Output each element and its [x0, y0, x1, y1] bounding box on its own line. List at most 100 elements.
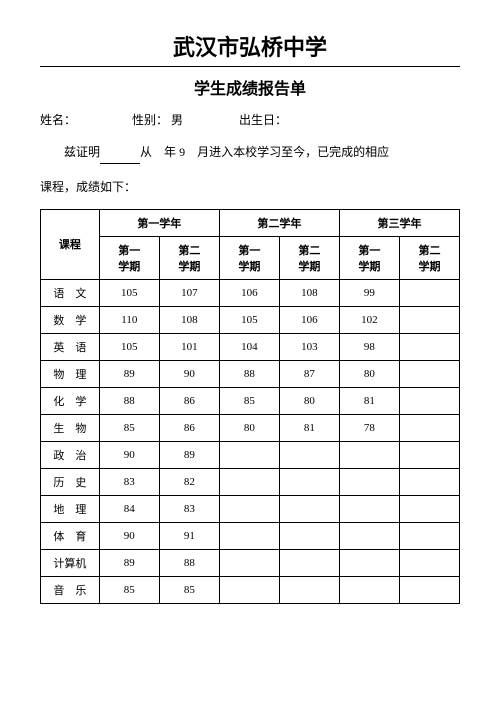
- score-cell: [399, 279, 459, 306]
- table-row: 物 理8990888780: [41, 360, 460, 387]
- cert-from: 从: [140, 145, 152, 159]
- score-cell: 87: [279, 360, 339, 387]
- score-cell: 110: [99, 306, 159, 333]
- score-cell: 106: [219, 279, 279, 306]
- table-row: 政 治9089: [41, 441, 460, 468]
- score-cell: [399, 522, 459, 549]
- score-cell: 103: [279, 333, 339, 360]
- score-cell: 80: [279, 387, 339, 414]
- score-cell: [399, 441, 459, 468]
- score-cell: 85: [219, 387, 279, 414]
- subject-cell: 生 物: [41, 414, 100, 441]
- score-cell: [399, 360, 459, 387]
- score-cell: 80: [339, 360, 399, 387]
- table-row: 计算机8988: [41, 549, 460, 576]
- subject-cell: 英 语: [41, 333, 100, 360]
- score-cell: [339, 576, 399, 603]
- subject-cell: 化 学: [41, 387, 100, 414]
- subject-cell: 音 乐: [41, 576, 100, 603]
- score-cell: [399, 549, 459, 576]
- table-row: 生 物8586808178: [41, 414, 460, 441]
- score-cell: [279, 549, 339, 576]
- col-y1-sem1: 第一学期: [99, 236, 159, 279]
- subject-cell: 地 理: [41, 495, 100, 522]
- student-info-row: 姓名： 性别： 男 出生日：: [40, 111, 460, 128]
- score-cell: 81: [339, 387, 399, 414]
- certification-line: 兹证明从 年 9 月进入本校学习至今，已完成的相应: [40, 142, 460, 164]
- subject-cell: 计算机: [41, 549, 100, 576]
- score-cell: [399, 495, 459, 522]
- table-row: 数 学110108105106102: [41, 306, 460, 333]
- score-cell: 105: [99, 333, 159, 360]
- cert-month: 9: [179, 145, 185, 159]
- report-title: 学生成绩报告单: [40, 75, 460, 99]
- score-cell: [279, 522, 339, 549]
- subject-cell: 数 学: [41, 306, 100, 333]
- score-cell: [399, 333, 459, 360]
- col-year3: 第三学年: [339, 209, 459, 236]
- grades-body: 语 文10510710610899数 学110108105106102英 语10…: [41, 279, 460, 603]
- score-cell: 105: [99, 279, 159, 306]
- score-cell: 102: [339, 306, 399, 333]
- score-cell: [339, 549, 399, 576]
- score-cell: 78: [339, 414, 399, 441]
- score-cell: [399, 387, 459, 414]
- col-y3-sem2: 第二学期: [399, 236, 459, 279]
- score-cell: 86: [159, 414, 219, 441]
- subject-cell: 语 文: [41, 279, 100, 306]
- school-name: 武汉市弘桥中学: [40, 30, 460, 62]
- score-cell: 85: [99, 576, 159, 603]
- score-cell: 85: [99, 414, 159, 441]
- score-cell: 83: [99, 468, 159, 495]
- score-cell: [219, 522, 279, 549]
- score-cell: 82: [159, 468, 219, 495]
- col-y2-sem2: 第二学期: [279, 236, 339, 279]
- col-y3-sem1: 第一学期: [339, 236, 399, 279]
- score-cell: 89: [99, 360, 159, 387]
- grades-table: 课程 第一学年 第二学年 第三学年 第一学期 第二学期 第一学期 第二学期 第一…: [40, 209, 460, 604]
- gender-value: 男: [171, 113, 183, 127]
- score-cell: [219, 441, 279, 468]
- score-cell: 98: [339, 333, 399, 360]
- score-cell: [399, 414, 459, 441]
- cert-suffix: 月进入本校学习至今，已完成的相应: [197, 145, 389, 159]
- score-cell: [279, 495, 339, 522]
- table-row: 语 文10510710610899: [41, 279, 460, 306]
- table-header-row-1: 课程 第一学年 第二学年 第三学年: [41, 209, 460, 236]
- score-cell: [339, 495, 399, 522]
- score-cell: 88: [219, 360, 279, 387]
- header-divider: [40, 66, 460, 67]
- score-cell: 89: [159, 441, 219, 468]
- score-cell: [219, 576, 279, 603]
- score-cell: 88: [159, 549, 219, 576]
- score-cell: 84: [99, 495, 159, 522]
- table-row: 英 语10510110410398: [41, 333, 460, 360]
- score-cell: 99: [339, 279, 399, 306]
- table-row: 化 学8886858081: [41, 387, 460, 414]
- score-cell: [279, 468, 339, 495]
- score-cell: [399, 468, 459, 495]
- score-cell: 86: [159, 387, 219, 414]
- score-cell: [399, 576, 459, 603]
- col-y1-sem2: 第二学期: [159, 236, 219, 279]
- score-cell: [399, 306, 459, 333]
- course-note: 课程，成绩如下：: [40, 178, 460, 195]
- score-cell: [339, 441, 399, 468]
- score-cell: [219, 495, 279, 522]
- score-cell: 90: [99, 522, 159, 549]
- score-cell: 89: [99, 549, 159, 576]
- score-cell: 107: [159, 279, 219, 306]
- score-cell: [279, 441, 339, 468]
- score-cell: [219, 549, 279, 576]
- score-cell: [279, 576, 339, 603]
- score-cell: 90: [159, 360, 219, 387]
- subject-cell: 政 治: [41, 441, 100, 468]
- score-cell: 81: [279, 414, 339, 441]
- score-cell: 101: [159, 333, 219, 360]
- col-year2: 第二学年: [219, 209, 339, 236]
- table-row: 体 育9091: [41, 522, 460, 549]
- col-course: 课程: [41, 209, 100, 279]
- table-row: 音 乐8585: [41, 576, 460, 603]
- score-cell: 105: [219, 306, 279, 333]
- score-cell: 88: [99, 387, 159, 414]
